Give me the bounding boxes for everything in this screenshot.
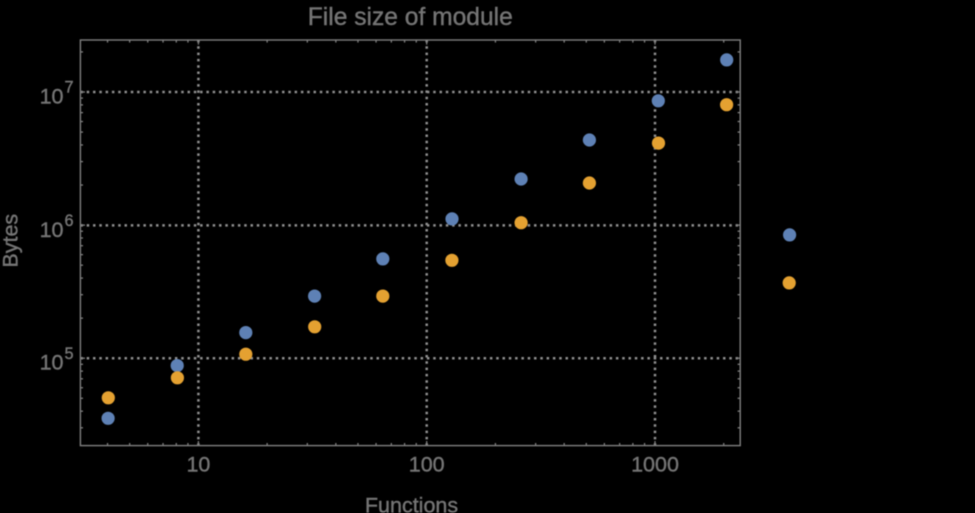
svg-text:100: 100 [409, 453, 445, 477]
svg-text:Bytes: Bytes [0, 214, 23, 268]
svg-text:5: 5 [65, 345, 74, 363]
svg-text:6: 6 [65, 212, 74, 230]
svg-text:10: 10 [40, 218, 64, 242]
svg-text:10: 10 [40, 84, 64, 108]
svg-text:10: 10 [40, 351, 64, 375]
svg-text:7: 7 [65, 79, 74, 97]
svg-text:Functions: Functions [365, 493, 458, 513]
svg-text:File size of module: File size of module [308, 4, 513, 31]
svg-text:10: 10 [186, 453, 210, 477]
svg-text:1000: 1000 [631, 453, 679, 477]
